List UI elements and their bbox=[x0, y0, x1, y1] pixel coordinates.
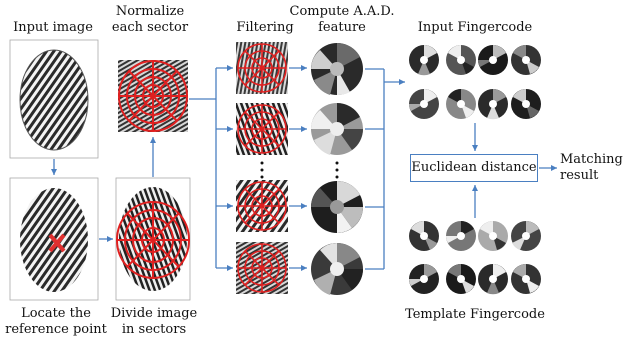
template-code-disc bbox=[511, 264, 541, 294]
input-code-disc bbox=[446, 45, 476, 75]
template-code-disc bbox=[409, 221, 439, 251]
template-code-disc bbox=[478, 221, 508, 251]
filtered-image-2 bbox=[236, 103, 288, 155]
aad-collector bbox=[365, 68, 403, 270]
input-code-disc bbox=[478, 89, 508, 120]
reference-point-marker bbox=[48, 233, 66, 253]
input-fingercode-label: Input Fingercode bbox=[417, 20, 533, 35]
compute-label-line2: feature bbox=[318, 20, 366, 35]
input-image-label: Input image bbox=[13, 20, 93, 35]
template-fingercode-label: Template Fingercode bbox=[405, 307, 545, 322]
flow-arrows bbox=[51, 65, 557, 271]
filtering-label: Filtering bbox=[236, 20, 294, 35]
matching-label-line1: Matching bbox=[560, 152, 623, 167]
filter-ellipsis-dots bbox=[260, 161, 264, 179]
input-code-disc bbox=[511, 45, 541, 75]
template-code-disc bbox=[446, 264, 476, 294]
compute-aad-label: Compute A.A.D. feature bbox=[282, 4, 402, 36]
aad-feature-1 bbox=[310, 42, 364, 96]
input-fingercode-discs bbox=[409, 45, 541, 120]
locate-label-line2: reference point bbox=[5, 322, 107, 337]
divide-label-line1: Divide image bbox=[110, 306, 198, 321]
template-code-disc bbox=[446, 221, 476, 251]
template-code-disc bbox=[511, 221, 541, 251]
aad-feature-3 bbox=[310, 180, 364, 234]
normalize-label: Normalize each sector bbox=[110, 4, 190, 36]
input-code-disc bbox=[409, 45, 439, 76]
filtered-images bbox=[236, 42, 288, 294]
template-code-disc bbox=[409, 264, 439, 294]
aad-ellipsis-dots bbox=[335, 161, 339, 179]
aad-feature-4 bbox=[310, 242, 364, 296]
input-code-disc bbox=[511, 89, 541, 119]
input-code-disc bbox=[478, 45, 508, 75]
filtered-image-1 bbox=[236, 42, 288, 94]
sector-divided-image bbox=[115, 177, 191, 301]
normalize-label-line2: each sector bbox=[111, 20, 189, 35]
matching-label-line2: result bbox=[560, 168, 599, 183]
reference-point-image bbox=[9, 177, 99, 301]
aad-feature-images bbox=[310, 42, 364, 296]
locate-reference-label: Locate the reference point bbox=[4, 306, 108, 338]
filtered-image-3 bbox=[236, 180, 288, 232]
input-code-disc bbox=[446, 89, 476, 119]
filtered-image-4 bbox=[236, 242, 288, 294]
aad-feature-2 bbox=[310, 102, 364, 156]
normalize-label-line1: Normalize bbox=[115, 4, 185, 19]
euclidean-distance-box: Euclidean distance bbox=[410, 154, 538, 182]
normalized-sector-image bbox=[118, 60, 188, 132]
divide-label-line2: in sectors bbox=[121, 322, 187, 337]
input-code-disc bbox=[409, 89, 439, 119]
input-fingerprint-image bbox=[9, 39, 99, 159]
matching-result-label: Matching result bbox=[560, 152, 624, 184]
template-fingercode-discs bbox=[409, 221, 541, 295]
template-code-disc bbox=[478, 264, 508, 295]
compute-label-line1: Compute A.A.D. bbox=[289, 4, 395, 19]
locate-label-line1: Locate the bbox=[21, 306, 91, 321]
divide-sectors-label: Divide image in sectors bbox=[108, 306, 200, 338]
